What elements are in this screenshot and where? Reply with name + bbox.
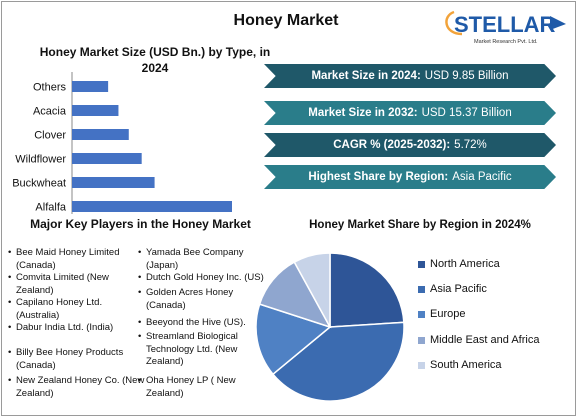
stat-label: Highest Share by Region: bbox=[308, 171, 449, 183]
legend-label: South America bbox=[430, 359, 502, 371]
svg-text:Market Research Pvt. Ltd.: Market Research Pvt. Ltd. bbox=[474, 39, 538, 45]
bar-clover bbox=[72, 129, 129, 140]
stat-banner: Market Size in 2032: USD 15.37 Billion bbox=[264, 101, 556, 125]
stat-label: Market Size in 2032: bbox=[308, 107, 418, 119]
bar-category-label: Acacia bbox=[33, 106, 67, 118]
stat-value: Asia Pacific bbox=[452, 171, 512, 183]
stat-banner: CAGR % (2025-2032): 5.72% bbox=[264, 133, 556, 157]
bar-category-label: Wildflower bbox=[15, 154, 66, 166]
bar-alfalfa bbox=[72, 201, 232, 212]
legend-swatch bbox=[418, 261, 425, 268]
bar-chart: Others Acacia Clover Wildflower Buckwheat Alf… bbox=[12, 72, 232, 214]
key-player-item: Capilano Honey Ltd. (Australia) bbox=[8, 297, 146, 322]
key-player-item: Billy Bee Honey Products (Canada) bbox=[8, 347, 146, 372]
bar-wildflower bbox=[72, 153, 142, 164]
bar-category-label: Buckwheat bbox=[12, 178, 66, 190]
key-player-item: Beeyond the Hive (US). bbox=[138, 317, 271, 330]
key-player-item: Comvita Limited (New Zealand) bbox=[8, 272, 146, 297]
key-player-item: Dutch Gold Honey Inc. (US) bbox=[138, 272, 271, 285]
stat-banner: Market Size in 2024: USD 9.85 Billion bbox=[264, 64, 556, 88]
legend-label: Europe bbox=[430, 308, 466, 320]
pie-slice-south-america bbox=[293, 252, 331, 328]
stellar-logo: STELLAR Market Research Pvt. Ltd. bbox=[445, 10, 566, 45]
key-player-item: New Zealand Honey Co. (New Zealand) bbox=[8, 375, 146, 400]
stat-label: CAGR % (2025-2032): bbox=[333, 139, 451, 151]
key-player-item: Golden Acres Honey (Canada) bbox=[138, 287, 271, 312]
stat-value: USD 15.37 Billion bbox=[421, 107, 512, 119]
stat-label: Market Size in 2024: bbox=[311, 70, 421, 82]
bar-buckwheat bbox=[72, 177, 155, 188]
bar-others bbox=[72, 81, 109, 92]
legend-swatch bbox=[418, 337, 425, 344]
legend-swatch bbox=[418, 286, 425, 293]
bar-chart-title: Honey Market Size (USD Bn.) by Type, in … bbox=[39, 45, 271, 75]
key-player-item: Yamada Bee Company (Japan) bbox=[138, 247, 271, 272]
bar-acacia bbox=[72, 105, 119, 116]
bar-category-label: Alfalfa bbox=[35, 202, 66, 214]
legend-label: North America bbox=[430, 258, 500, 270]
pie-chart-title: Honey Market Share by Region in 2024% bbox=[309, 219, 531, 231]
legend-swatch bbox=[418, 311, 425, 318]
key-player-item: Bee Maid Honey Limited (Canada) bbox=[8, 247, 146, 272]
pie-slice-north-america bbox=[329, 252, 405, 328]
stat-banner: Highest Share by Region: Asia Pacific bbox=[264, 165, 556, 189]
stat-value: 5.72% bbox=[454, 139, 487, 151]
bar-category-label: Others bbox=[33, 82, 67, 94]
bar-category-label: Clover bbox=[34, 130, 66, 142]
stat-value: USD 9.85 Billion bbox=[424, 70, 509, 82]
key-player-item: Oha Honey LP ( New Zealand) bbox=[138, 375, 271, 400]
legend-label: Middle East and Africa bbox=[430, 334, 540, 346]
players-title: Major Key Players in the Honey Market bbox=[30, 217, 251, 231]
pie-chart bbox=[255, 252, 405, 402]
key-player-item: Dabur India Ltd. (India) bbox=[8, 322, 146, 335]
svg-text:STELLAR: STELLAR bbox=[454, 12, 556, 37]
legend-swatch bbox=[418, 362, 425, 369]
pie-slice-asia-pacific bbox=[271, 321, 405, 402]
page-title: Honey Market bbox=[233, 12, 339, 29]
key-player-item: Streamland Biological Technology Ltd. (N… bbox=[138, 331, 271, 369]
legend-label: Asia Pacific bbox=[430, 283, 487, 295]
